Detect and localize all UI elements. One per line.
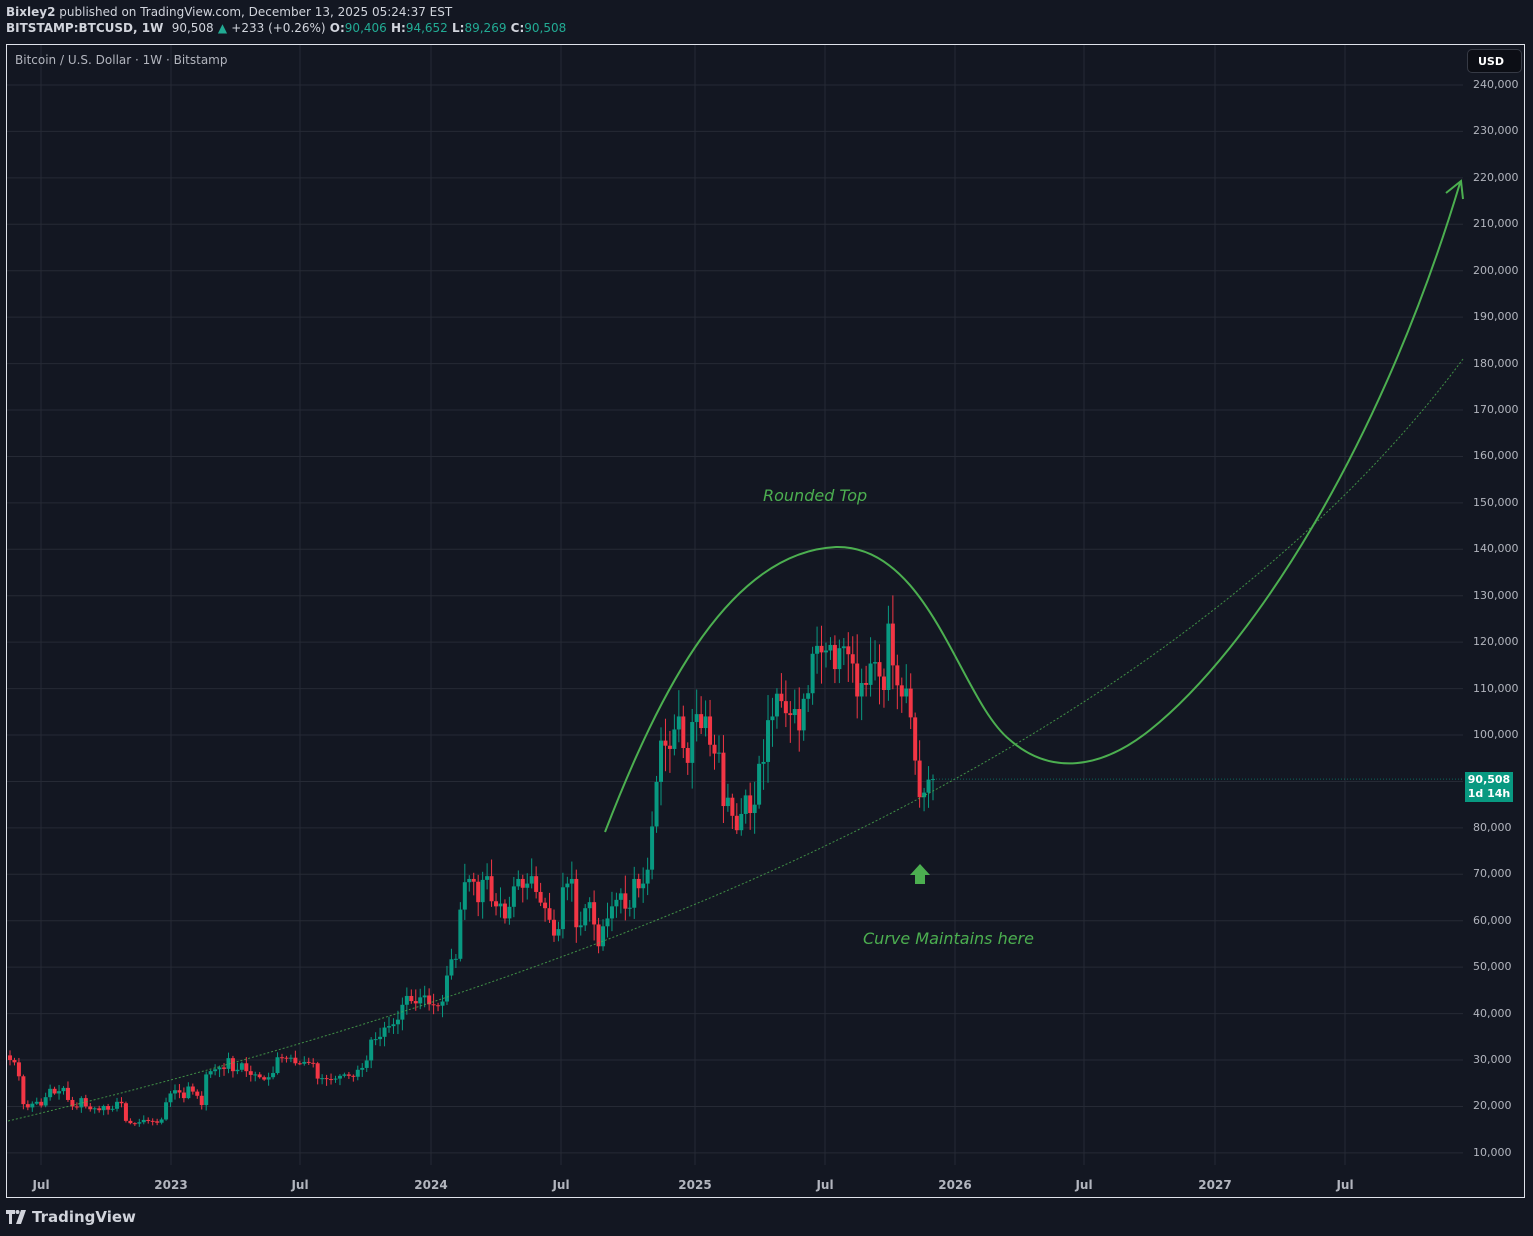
price-axis-label: 40,000 [1473, 1006, 1512, 1020]
tradingview-logo-icon [6, 1210, 26, 1224]
price-axis-label: 220,000 [1473, 170, 1519, 184]
time-axis-label: 2027 [1198, 1178, 1232, 1192]
price-axis-label: 190,000 [1473, 310, 1519, 324]
price-axis-label: 10,000 [1473, 1145, 1512, 1159]
time-axis-label: Jul [816, 1178, 834, 1192]
last-price: 90,508 [171, 21, 214, 35]
price-axis-label: 50,000 [1473, 960, 1512, 974]
time-axis-label: 2024 [414, 1178, 448, 1192]
time-axis-label: 2023 [154, 1178, 188, 1192]
high-value: 94,652 [405, 21, 448, 35]
price-axis-label: 160,000 [1473, 449, 1519, 463]
logo-text: TradingView [32, 1208, 136, 1226]
low-value: 89,269 [464, 21, 507, 35]
time-axis-label: 2026 [938, 1178, 972, 1192]
price-axis-label: 30,000 [1473, 1053, 1512, 1067]
price-axis-label: 100,000 [1473, 728, 1519, 742]
price-axis-label: 80,000 [1473, 820, 1512, 834]
rounded-top-label[interactable]: Rounded Top [763, 486, 868, 505]
up-triangle-icon: ▲ [217, 21, 228, 35]
time-axis-label: Jul [291, 1178, 309, 1192]
curve-maintains-label[interactable]: Curve Maintains here [863, 929, 1034, 948]
price-change: +233 (+0.26%) [231, 21, 326, 35]
open-label: O: [329, 21, 345, 35]
open-value: 90,406 [344, 21, 387, 35]
currency-button[interactable]: USD [1467, 49, 1522, 73]
time-axis-label: Jul [552, 1178, 570, 1192]
price-axis-label: 240,000 [1473, 78, 1519, 91]
price-axis-label: 230,000 [1473, 124, 1519, 138]
published-text: published on TradingView.com, December 1… [59, 5, 453, 19]
time-axis-label: Jul [1075, 1178, 1093, 1192]
price-axis-label: 20,000 [1473, 1099, 1512, 1113]
price-axis-label: 130,000 [1473, 588, 1519, 602]
candle-countdown: 1d 14h [1467, 787, 1511, 800]
price-axis-label: 120,000 [1473, 635, 1519, 649]
publish-info: Bixley2 published on TradingView.com, De… [6, 5, 452, 20]
price-axis-label: 200,000 [1473, 263, 1519, 277]
high-label: H: [390, 21, 406, 35]
price-axis-label: 210,000 [1473, 217, 1519, 231]
price-axis-label: 110,000 [1473, 681, 1519, 695]
price-axis-label: 60,000 [1473, 913, 1512, 927]
price-axis-label: 170,000 [1473, 403, 1519, 416]
low-label: L: [452, 21, 465, 35]
chart-title: Bitcoin / U.S. Dollar · 1W · Bitstamp [15, 53, 228, 67]
publisher-name: Bixley2 [6, 5, 56, 19]
symbol-name: BITSTAMP:BTCUSD, 1W [6, 21, 164, 35]
close-value: 90,508 [524, 21, 567, 35]
price-axis-label: 70,000 [1473, 867, 1512, 881]
price-axis-label: 180,000 [1473, 356, 1519, 370]
price-axis-label: 140,000 [1473, 542, 1519, 556]
tradingview-logo[interactable]: TradingView [6, 1208, 136, 1226]
price-axis-label: 150,000 [1473, 495, 1519, 509]
time-axis-label: Jul [1336, 1178, 1354, 1192]
time-axis-label: 2025 [678, 1178, 712, 1192]
time-axis-label: Jul [32, 1178, 50, 1192]
symbol-legend: BITSTAMP:BTCUSD, 1W 90,508 ▲ +233 (+0.26… [6, 21, 566, 36]
chart-frame [6, 44, 1525, 1198]
close-label: C: [510, 21, 525, 35]
last-price-value: 90,508 [1467, 773, 1511, 786]
last-price-tag: 90,508 1d 14h [1465, 772, 1513, 802]
